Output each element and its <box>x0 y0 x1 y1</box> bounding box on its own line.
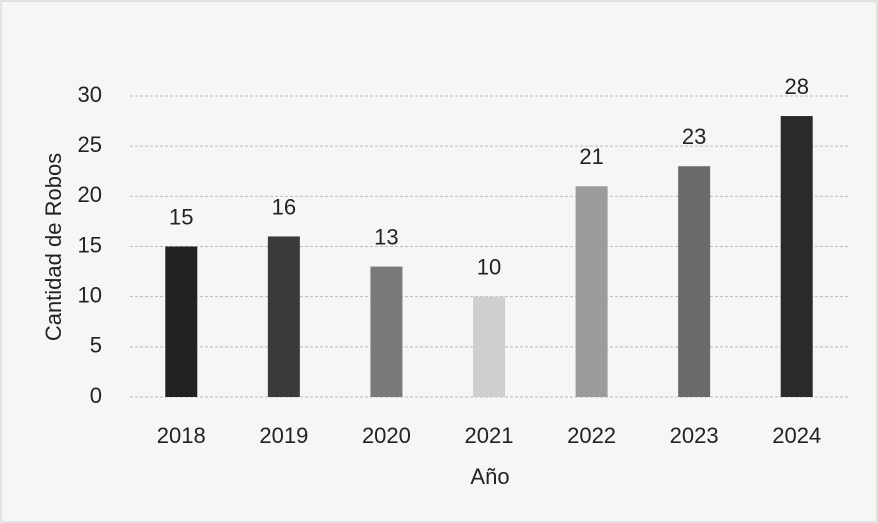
data-label: 10 <box>477 254 501 279</box>
x-tick-label: 2019 <box>259 423 308 448</box>
x-axis-label: Año <box>470 464 509 489</box>
bar <box>370 266 403 397</box>
data-label: 15 <box>169 204 193 229</box>
bar <box>678 166 711 397</box>
y-tick-label: 5 <box>90 333 102 358</box>
x-tick-label: 2020 <box>362 423 411 448</box>
x-tick-label: 2023 <box>670 423 719 448</box>
x-tick-label: 2018 <box>157 423 206 448</box>
bar <box>267 236 300 397</box>
x-tick-label: 2022 <box>567 423 616 448</box>
x-tick-label: 2024 <box>772 423 821 448</box>
data-label: 23 <box>682 124 706 149</box>
y-tick-label: 30 <box>78 82 102 107</box>
bar <box>575 186 608 397</box>
y-tick-label: 25 <box>78 132 102 157</box>
bar <box>780 116 813 398</box>
y-tick-label: 20 <box>78 182 102 207</box>
y-tick-label: 15 <box>78 232 102 257</box>
bar <box>473 296 505 397</box>
data-label: 28 <box>784 74 808 99</box>
data-label: 21 <box>579 144 603 169</box>
x-tick-label: 2021 <box>465 423 514 448</box>
y-tick-label: 0 <box>90 383 102 408</box>
y-tick-label: 10 <box>78 282 102 307</box>
data-label: 13 <box>374 224 398 249</box>
bar <box>165 246 198 397</box>
y-axis-label: Cantidad de Robos <box>41 153 66 341</box>
data-label: 16 <box>272 194 296 219</box>
